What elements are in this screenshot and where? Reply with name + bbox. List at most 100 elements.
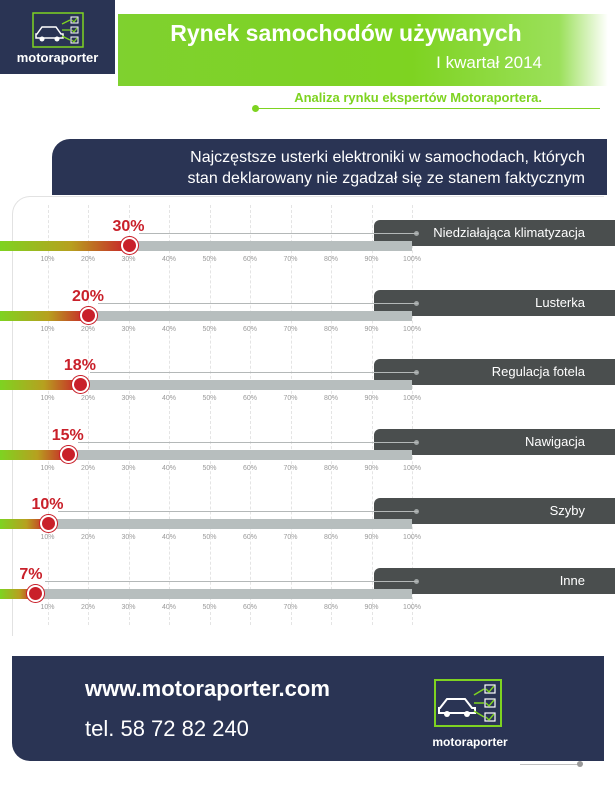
bar-fill [0,241,129,251]
grid-line [128,205,130,625]
tick-label: 10% [40,256,55,263]
tick-label: 100% [403,325,421,333]
bar-track [0,310,412,321]
grid-line [412,205,413,625]
tick-label: 80% [323,464,339,472]
tagline-rule [255,108,600,109]
footer-rule [520,764,580,765]
tick-label: 30% [121,256,136,263]
tick-label: 70% [283,603,298,611]
value-label: 7% [19,565,43,583]
grid-line [88,205,89,625]
grid-line [250,205,251,625]
connector-line [57,511,418,512]
tick-label: 100% [403,603,421,611]
bar-marker [120,237,138,254]
bar-marker [39,515,57,532]
value-label: 30% [112,218,145,235]
bar-fill [0,588,36,599]
question-line-2: stan deklarowany nie zgadzał się ze stan… [187,170,585,187]
tick-label: 90% [364,325,379,333]
tick-label: 100% [403,256,421,263]
connector-line [89,372,418,373]
tick-label: 20% [80,534,96,541]
tick-label: 40% [161,395,177,402]
value-label: 10% [31,496,64,513]
grid-line [169,205,170,625]
tick-label: 30% [121,603,136,611]
grid-line [331,205,332,625]
tick-label: 90% [364,256,379,263]
tick-label: 50% [202,534,217,541]
tick-label: 20% [80,395,96,402]
title-banner [118,14,608,86]
tick-label: 10% [40,395,55,402]
footer-dot [577,761,583,767]
tick-label: 60% [242,256,258,263]
tick-label: 10% [40,534,55,541]
tick-label: 40% [161,256,177,263]
tick-label: 100% [403,395,421,402]
question-text: Najczęstsze usterki elektroniki w samoch… [115,147,585,189]
tick-label: 70% [283,256,298,263]
bar-track [0,519,412,529]
tick-label: 100% [403,534,421,541]
tick-label: 70% [283,464,298,472]
tick-label: 80% [323,256,339,263]
tick-label: 90% [364,534,379,541]
tick-label: 80% [323,534,339,541]
tick-label: 60% [242,395,258,402]
tick-label: 50% [202,464,217,472]
value-label: 15% [51,426,84,444]
footer-logo-text: motoraporter [432,735,508,749]
tick-label: 40% [161,325,177,333]
category-label: Niedziałająca klimatyzacja [433,225,585,240]
value-label: 18% [63,357,96,374]
question-banner [52,139,607,195]
car-checklist-icon [434,679,502,727]
page-subtitle: I kwartał 2014 [436,53,542,72]
tick-label: 10% [40,325,55,333]
tick-label: 90% [364,603,379,611]
chart-panel [12,196,604,636]
bar-track [0,588,412,599]
tagline: Analiza rynku ekspertów Motoraportera. [294,90,542,105]
connector-line [138,233,418,234]
header-logo[interactable]: motoraporter [0,0,115,74]
tick-label: 40% [161,534,177,541]
tick-label: 90% [364,395,379,402]
tick-label: 20% [80,603,96,611]
tick-label: 50% [202,395,217,402]
tick-label: 50% [202,256,217,263]
category-label: Szyby [549,503,585,518]
bar-fill [0,380,80,390]
footer-phone: tel. 58 72 82 240 [85,716,249,741]
bar-marker [71,376,89,393]
bar-fill [0,449,68,460]
tick-label: 70% [283,395,298,402]
tick-label: 80% [323,395,339,402]
grid-line [290,205,292,625]
category-label: Inne [559,572,585,588]
bar-track [0,380,412,390]
tick-label: 70% [283,325,298,333]
tick-label: 80% [323,603,339,611]
tick-label: 80% [323,325,339,333]
tick-label: 40% [161,464,177,472]
tick-label: 40% [161,603,177,611]
footer-url-link[interactable]: www.motoraporter.com [85,676,330,701]
tick-label: 20% [80,464,96,472]
bar-track [0,449,412,460]
bar-marker [80,306,97,324]
tick-label: 50% [202,603,217,611]
tick-label: 70% [283,534,298,541]
tick-label: 10% [40,603,55,611]
connector-line [98,302,418,304]
bar-marker [59,445,77,463]
bar-fill [0,310,88,321]
bar-track [0,241,412,251]
grid-line [209,205,211,625]
tick-label: 30% [121,534,136,541]
tick-label: 30% [121,464,136,472]
category-label: Nawigacja [525,433,585,449]
